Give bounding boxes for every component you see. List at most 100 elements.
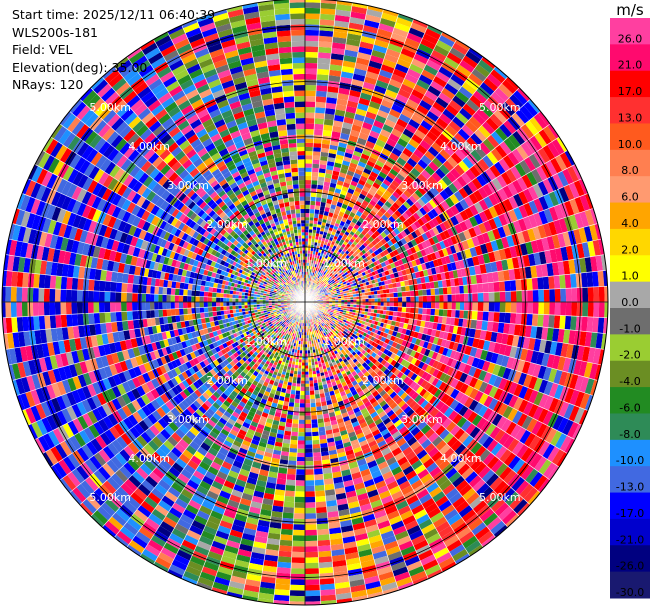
plot-info: Start time: 2025/12/11 06:40:39 WLS200s-… — [12, 6, 215, 94]
ray-separator — [8, 301, 306, 366]
ray-separator — [126, 56, 306, 303]
ray-separator — [50, 301, 306, 468]
ray-separator — [304, 111, 541, 303]
ray-separator — [139, 47, 306, 303]
ray-separator — [211, 13, 306, 303]
ray-separator — [304, 301, 605, 350]
ray-separator — [304, 25, 429, 303]
range-ring-label: 5.00km — [479, 101, 521, 114]
range-ring-label: 3.00km — [401, 413, 443, 426]
range-ring-label: 3.00km — [167, 179, 209, 192]
ray-separator — [28, 178, 306, 303]
ray-separator — [304, 301, 399, 591]
ray-separator — [42, 150, 306, 303]
range-ring-label: 1.00km — [323, 257, 365, 270]
field-label: Field: VEL — [12, 42, 73, 57]
ray-separator — [304, 301, 322, 605]
ray-separator — [167, 31, 306, 303]
ray-separator — [153, 39, 306, 303]
ray-separator — [241, 5, 306, 303]
ray-separator — [139, 301, 306, 557]
start-time-label: Start time: 2025/12/11 06:40:39 — [12, 7, 216, 22]
ray-separator — [257, 2, 306, 303]
ray-separator — [5, 254, 306, 303]
range-ring-label: 5.00km — [89, 101, 131, 114]
ray-separator — [304, 301, 457, 565]
ray-separator — [181, 301, 306, 579]
range-ring-label: 5.00km — [89, 491, 131, 504]
ray-separator — [2, 285, 306, 303]
ray-separator — [79, 99, 306, 303]
range-ring-label: 2.00km — [206, 374, 248, 387]
ray-separator — [22, 193, 306, 303]
ray-separator — [59, 123, 306, 303]
ray-separator — [304, 150, 568, 303]
ray-separator — [304, 301, 484, 548]
range-ring-label: 4.00km — [128, 452, 170, 465]
plot-border — [1, 0, 609, 606]
ray-separator — [28, 301, 306, 426]
ray-separator — [12, 301, 306, 381]
ray-separator — [288, 0, 306, 303]
ray-separator — [241, 301, 306, 599]
range-ring-label: 5.00km — [479, 491, 521, 504]
range-ring-label: 4.00km — [440, 452, 482, 465]
ray-separator — [181, 25, 306, 303]
ray-separator — [304, 301, 337, 604]
ray-separator — [304, 301, 384, 595]
ray-separator — [304, 301, 598, 381]
ray-separator — [304, 301, 369, 599]
ray-separator — [273, 301, 306, 604]
ray-separator — [304, 238, 602, 303]
ray-separator — [226, 9, 306, 303]
ray-separator — [304, 301, 576, 440]
ray-separator — [304, 19, 414, 303]
ray-separator — [102, 301, 306, 528]
ray-separator — [304, 66, 496, 303]
range-ring-label: 1.00km — [323, 335, 365, 348]
ray-separator — [153, 301, 306, 565]
ray-separator — [304, 301, 496, 538]
range-ring-label: 1.00km — [245, 335, 287, 348]
ray-separator — [257, 301, 306, 602]
ray-separator — [34, 164, 306, 303]
ray-separator — [304, 0, 337, 303]
ray-separator — [16, 208, 306, 303]
ray-separator — [34, 301, 306, 440]
ray-separator — [304, 301, 588, 411]
ray-separator — [304, 301, 429, 579]
ray-separator — [3, 301, 306, 334]
ray-separator — [22, 301, 306, 411]
ray-separator — [304, 0, 322, 303]
range-ring-label: 3.00km — [401, 179, 443, 192]
velocity-gates — [2, 0, 608, 605]
ray-separator — [2, 301, 306, 319]
ray-separator — [304, 301, 560, 468]
ray-separator — [304, 301, 541, 493]
ray-separator — [196, 19, 306, 303]
ray-separator — [90, 87, 306, 303]
ray-separator — [304, 87, 520, 303]
ray-separator — [90, 301, 306, 517]
ray-separator — [304, 178, 582, 303]
ray-separator — [211, 301, 306, 591]
ray-separator — [304, 301, 551, 481]
range-ring-label: 4.00km — [440, 140, 482, 153]
ray-separator — [3, 270, 306, 303]
ray-separator — [304, 301, 353, 602]
range-ring-label: 1.00km — [245, 257, 287, 270]
ray-separator — [69, 111, 306, 303]
ray-separator — [304, 254, 605, 303]
ray-separator — [304, 193, 588, 303]
ray-separator — [304, 164, 576, 303]
ray-separator — [288, 301, 306, 605]
ray-separator — [304, 208, 594, 303]
ray-separator — [50, 136, 306, 303]
ray-separator — [167, 301, 306, 573]
ray-separator — [59, 301, 306, 481]
ray-separator — [304, 13, 399, 303]
ray-separator — [126, 301, 306, 548]
ray-separator — [304, 31, 443, 303]
ray-separator — [304, 301, 594, 396]
